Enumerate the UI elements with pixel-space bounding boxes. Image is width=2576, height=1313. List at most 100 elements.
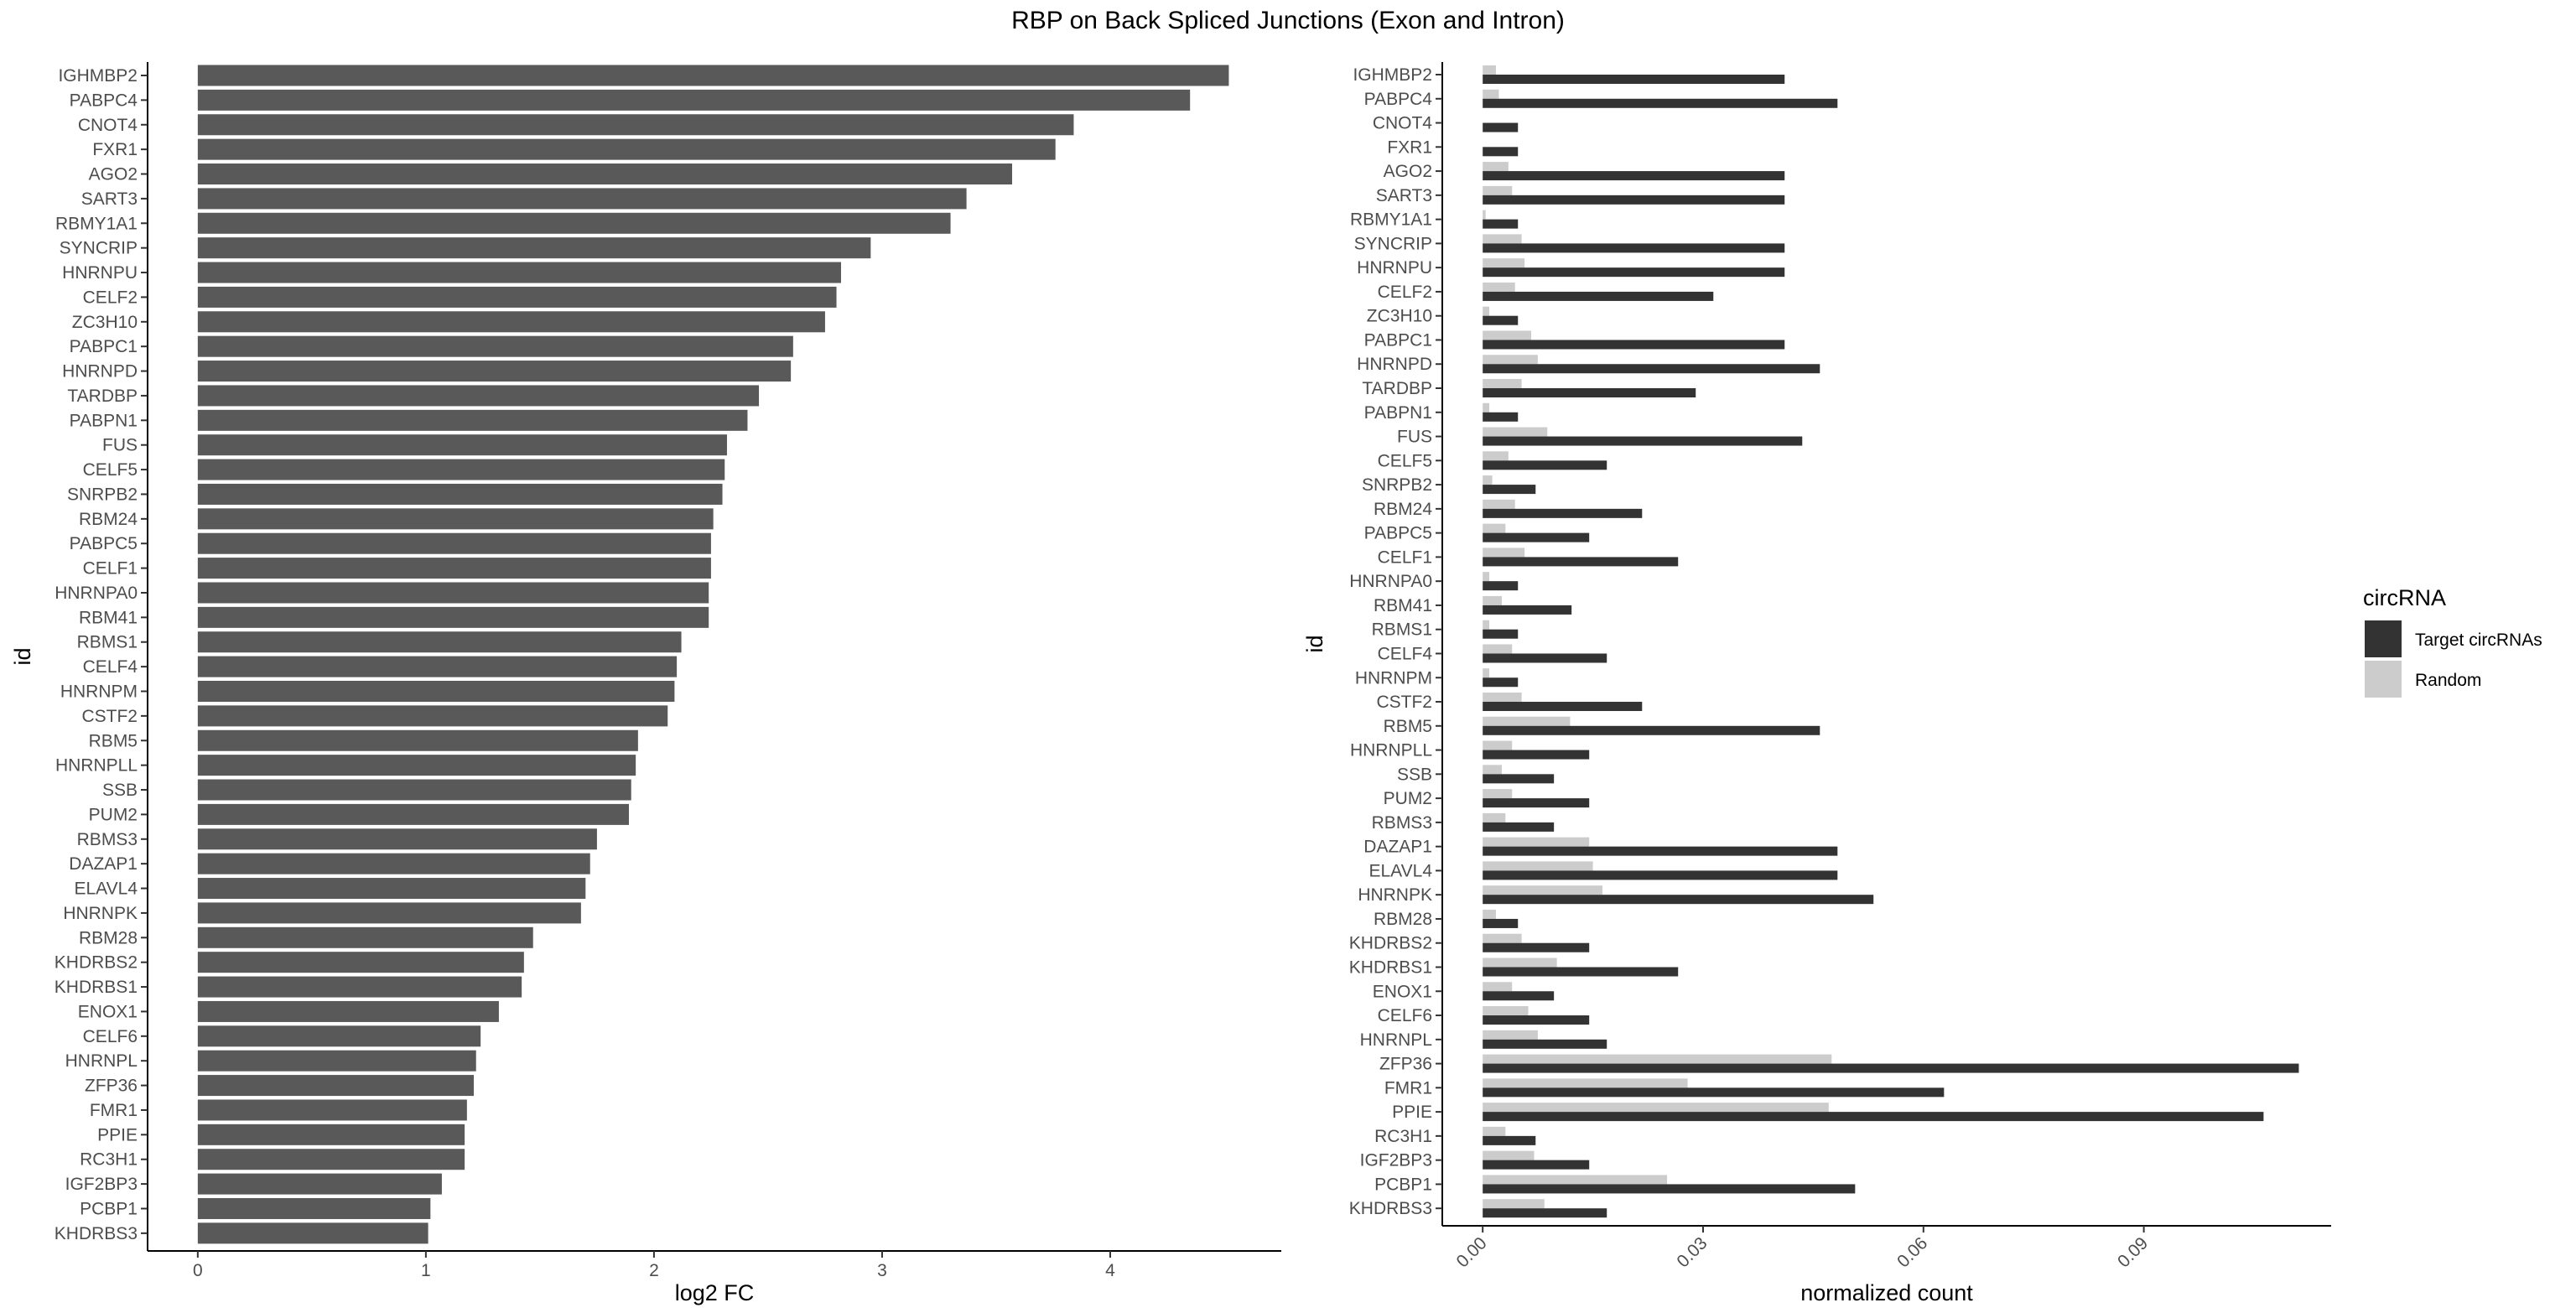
- left-x-tick-label: 4: [1105, 1261, 1115, 1280]
- bar-log2fc-fxr1: [197, 138, 1056, 160]
- bar-target-zfp36: [1483, 1063, 2299, 1073]
- left-y-tick-label: CNOT4: [78, 116, 138, 135]
- right-y-tick-label: ELAVL4: [1369, 861, 1433, 880]
- bar-log2fc-khdrbs2: [197, 952, 524, 973]
- bar-log2fc-ppie: [197, 1124, 465, 1145]
- bar-random-enox1: [1483, 982, 1513, 992]
- bar-target-rbmy1a1: [1483, 219, 1519, 229]
- bar-log2fc-rbms3: [197, 828, 597, 850]
- bar-random-tardbp: [1483, 379, 1522, 389]
- bar-log2fc-celf6: [197, 1025, 481, 1047]
- bar-log2fc-enox1: [197, 1000, 499, 1022]
- left-y-tick-label: ZC3H10: [72, 313, 138, 332]
- bar-target-hnrnpd: [1483, 364, 1820, 374]
- bar-log2fc-hnrnpu: [197, 262, 841, 283]
- right-y-tick-label: IGF2BP3: [1360, 1151, 1432, 1170]
- bar-random-rbm5: [1483, 716, 1571, 726]
- left-y-tick-label: CSTF2: [81, 707, 138, 726]
- right-y-tick-label: ENOX1: [1373, 982, 1432, 1001]
- left-y-tick-label: DAZAP1: [69, 854, 138, 874]
- right-y-tick-label: CELF4: [1378, 644, 1433, 663]
- bar-random-khdrbs3: [1483, 1199, 1545, 1209]
- bar-random-igf2bp3: [1483, 1150, 1535, 1160]
- bar-log2fc-pabpc5: [197, 532, 711, 554]
- bar-target-cnot4: [1483, 122, 1519, 132]
- bar-target-celf1: [1483, 557, 1679, 567]
- right-y-tick-label: SART3: [1376, 186, 1432, 205]
- bar-log2fc-pum2: [197, 803, 629, 825]
- left-y-ticks: IGHMBP2 PABPC4 CNOT4 FXR1 AGO2 SART3 RBMY1A1 SY…: [55, 66, 148, 1243]
- right-y-tick-label: RBM5: [1384, 717, 1432, 736]
- left-y-tick-label: IGF2BP3: [65, 1175, 138, 1194]
- bar-log2fc-pabpc4: [197, 89, 1191, 111]
- bar-log2fc-pabpn1: [197, 409, 748, 431]
- bar-random-ighmbp2: [1483, 65, 1496, 75]
- right-y-tick-label: PABPN1: [1364, 403, 1432, 423]
- left-y-tick-label: FUS: [102, 436, 138, 455]
- left-y-tick-label: ENOX1: [78, 1002, 138, 1021]
- bar-log2fc-sart3: [197, 188, 967, 210]
- left-y-tick-label: HNRNPLL: [55, 756, 138, 776]
- bar-random-khdrbs2: [1483, 933, 1522, 943]
- right-y-tick-label: RBMY1A1: [1350, 210, 1432, 230]
- bar-target-pabpc5: [1483, 532, 1590, 542]
- bar-target-ssb: [1483, 774, 1555, 784]
- bar-random-rbms1: [1483, 620, 1490, 630]
- bar-log2fc-ago2: [197, 163, 1013, 185]
- left-y-tick-label: AGO2: [89, 165, 138, 184]
- bar-random-elavl4: [1483, 861, 1593, 871]
- bar-target-tardbp: [1483, 388, 1696, 398]
- bar-target-hnrnpa0: [1483, 581, 1519, 591]
- legend-swatch-random: [2365, 661, 2402, 698]
- bar-random-ppie: [1483, 1103, 1829, 1113]
- legend-label-random: Random: [2415, 671, 2481, 690]
- bar-log2fc-hnrnpk: [197, 902, 581, 924]
- right-y-tick-label: RBMS3: [1372, 813, 1432, 833]
- bar-log2fc-hnrnpa0: [197, 582, 709, 604]
- right-y-tick-label: SYNCRIP: [1354, 234, 1432, 253]
- bar-random-hnrnpll: [1483, 740, 1513, 750]
- bar-target-enox1: [1483, 991, 1555, 1001]
- bar-random-rbms3: [1483, 812, 1506, 823]
- bar-log2fc-rbm41: [197, 606, 709, 628]
- right-y-tick-label: RBMS1: [1372, 620, 1432, 640]
- legend: circRNA Target circRNAs Random: [2363, 585, 2542, 698]
- right-x-ticks: 0.00 0.03 0.06 0.09: [1453, 1226, 2152, 1271]
- bar-log2fc-pcbp1: [197, 1197, 431, 1219]
- bar-log2fc-rbmy1a1: [197, 212, 951, 234]
- bar-log2fc-snrpb2: [197, 483, 723, 505]
- bar-target-hnrnpll: [1483, 750, 1590, 760]
- bar-random-syncrip: [1483, 234, 1522, 244]
- right-y-tick-label: PPIE: [1392, 1103, 1432, 1122]
- bar-target-rbm5: [1483, 725, 1820, 735]
- bar-random-hnrnpm: [1483, 668, 1490, 678]
- bar-random-pum2: [1483, 789, 1513, 799]
- bar-log2fc-elavl4: [197, 878, 586, 900]
- bar-target-sart3: [1483, 195, 1785, 205]
- bar-log2fc-celf1: [197, 558, 711, 579]
- left-x-tick-label: 2: [649, 1261, 659, 1280]
- bar-random-rbmy1a1: [1483, 210, 1486, 220]
- bar-log2fc-dazap1: [197, 853, 590, 874]
- bar-random-fmr1: [1483, 1078, 1688, 1088]
- left-y-tick-label: PUM2: [89, 805, 138, 824]
- right-y-tick-label: PABPC5: [1364, 524, 1432, 543]
- bar-log2fc-zc3h10: [197, 311, 825, 333]
- right-y-tick-label: RBM28: [1374, 910, 1432, 929]
- bar-random-rbm28: [1483, 909, 1496, 919]
- bar-log2fc-celf4: [197, 656, 678, 677]
- bar-target-hnrnpm: [1483, 677, 1519, 688]
- left-y-tick-label: CELF1: [83, 559, 138, 579]
- bar-random-hnrnpd: [1483, 355, 1538, 365]
- right-x-axis-title: normalized count: [1800, 1280, 1973, 1305]
- bar-random-pabpc5: [1483, 523, 1506, 533]
- left-y-tick-label: RBMS3: [77, 830, 138, 849]
- bar-log2fc-rbm24: [197, 508, 714, 530]
- left-x-tick-label: 1: [421, 1261, 431, 1280]
- bar-log2fc-hnrnpll: [197, 755, 636, 776]
- bar-target-rbm41: [1483, 605, 1572, 615]
- right-y-tick-label: HNRNPLL: [1350, 741, 1432, 760]
- bar-target-celf5: [1483, 460, 1607, 470]
- bar-target-syncrip: [1483, 243, 1785, 253]
